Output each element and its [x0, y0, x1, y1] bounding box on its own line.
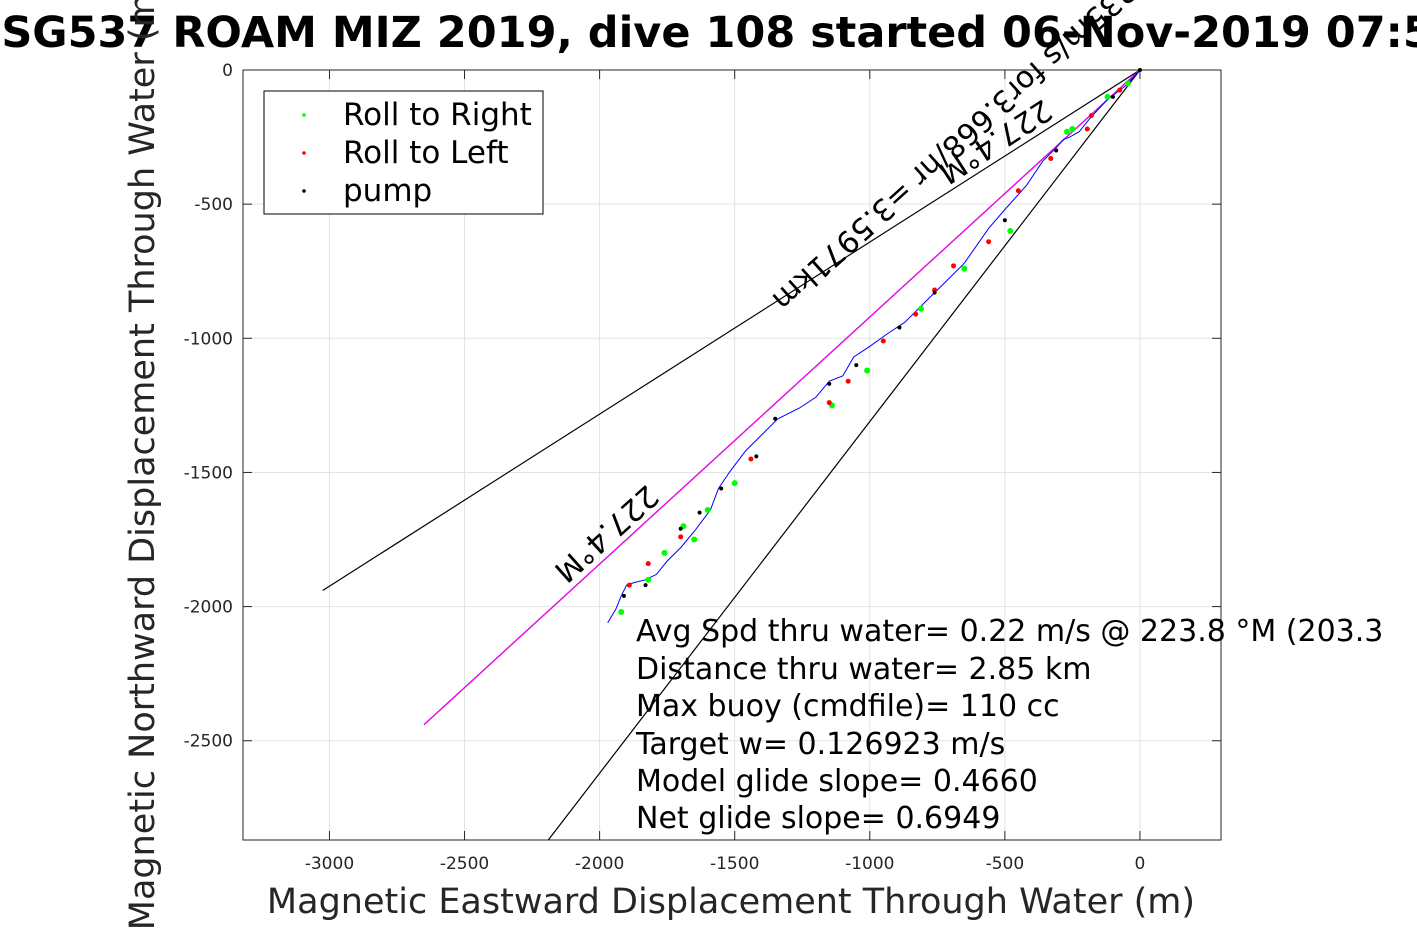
annotation-avg-speed: Avg Spd thru water= 0.22 m/s @ 223.8 °M …: [636, 614, 1383, 649]
x-axis-title: Magnetic Eastward Displacement Through W…: [267, 882, 1195, 922]
y-tick-label: -2500: [184, 732, 233, 752]
roll-right-point: [1064, 128, 1071, 135]
roll-right-point: [1007, 227, 1014, 234]
axis-ticks: -3000 -2500 -2000 -1500 -1000 -500 0 0 -500 -1000…: [184, 61, 1221, 874]
y-tick-label: -2000: [184, 598, 233, 618]
roll-right-point: [1104, 93, 1111, 100]
annotation-net-glide-slope: Net glide slope= 0.6949: [636, 801, 1000, 836]
glider-track-line: [607, 69, 1141, 623]
roll-right-point: [918, 305, 925, 312]
axes-box: [242, 69, 1222, 841]
legend-marker-pump: [302, 189, 306, 193]
pump-point: [1110, 94, 1115, 99]
y-tick-label: 0: [222, 61, 233, 81]
legend-label-roll-right: Roll to Right: [343, 97, 532, 133]
pump-point: [827, 381, 832, 386]
roll-left-point: [1084, 126, 1090, 132]
y-tick-label: -500: [194, 195, 233, 215]
roll-right-point: [661, 549, 668, 556]
roll-right-point: [864, 367, 871, 374]
annotation-target-w: Target w= 0.126923 m/s: [635, 727, 1005, 762]
pump-point: [854, 363, 859, 368]
roll-left-point: [880, 338, 886, 344]
legend-box: [263, 90, 544, 215]
roll-right-point: [691, 536, 698, 543]
chart-title: SG537 ROAM MIZ 2019, dive 108 started 06…: [1, 8, 1417, 58]
legend: Roll to Right Roll to Left pump: [263, 90, 544, 215]
pump-point: [1002, 218, 1007, 223]
roll-left-point: [645, 561, 651, 567]
reference-line-heading-envelope: [547, 69, 1141, 841]
roll-right-point: [1069, 126, 1076, 133]
roll-left-point: [986, 239, 992, 245]
x-tick-label: 0: [1135, 854, 1146, 874]
roll-left-point: [748, 456, 754, 462]
roll-right-point: [731, 480, 738, 487]
x-tick-label: -2000: [575, 854, 624, 874]
pump-point: [1137, 68, 1142, 72]
pump-point: [719, 486, 724, 491]
roll-right-point: [618, 608, 625, 615]
annotation-max-buoy: Max buoy (cmdfile)= 110 cc: [636, 689, 1060, 724]
roll-left-point: [1088, 113, 1094, 119]
roll-left-point: [1048, 156, 1054, 162]
annotation-distance: Distance thru water= 2.85 km: [636, 652, 1091, 687]
y-tick-label: -1500: [184, 463, 233, 483]
roll-left-point: [626, 582, 632, 588]
roll-right-point: [704, 507, 711, 513]
roll-right-point: [961, 265, 968, 272]
legend-marker-roll-right: [302, 113, 306, 117]
roll-left-point: [845, 378, 851, 384]
x-tick-label: -500: [986, 854, 1025, 874]
track-markers: [618, 68, 1142, 615]
pump-point: [697, 510, 702, 515]
roll-left-point: [951, 263, 957, 269]
pump-point: [621, 593, 626, 598]
y-axis-title: Magnetic Northward Displacement Through …: [123, 0, 163, 930]
roll-left-point: [678, 534, 684, 540]
rotated-label: 227.4°M: [547, 478, 665, 589]
roll-left-point: [1117, 87, 1123, 93]
stats-annotations: Avg Spd thru water= 0.22 m/s @ 223.8 °M …: [635, 614, 1383, 836]
pump-point: [1054, 148, 1059, 153]
reference-line-heading-envelope: [322, 69, 1141, 591]
legend-label-roll-left: Roll to Left: [343, 135, 509, 171]
pump-point: [897, 325, 902, 330]
pump-point: [678, 526, 683, 531]
x-tick-label: -1000: [845, 854, 894, 874]
reference-line-average-track-overlay: [423, 69, 1141, 726]
reference-lines: [322, 69, 1141, 841]
roll-left-point: [826, 400, 832, 406]
legend-label-pump: pump: [343, 173, 432, 209]
pump-point: [643, 583, 648, 588]
legend-marker-roll-left: [302, 151, 306, 155]
roll-right-point: [645, 576, 652, 583]
glider-track: [607, 69, 1141, 623]
x-tick-label: -2500: [440, 854, 489, 874]
pump-point: [754, 454, 759, 459]
roll-left-point: [1015, 188, 1021, 194]
grid: [243, 69, 1221, 840]
x-tick-label: -3000: [305, 854, 354, 874]
roll-left-point: [913, 311, 919, 317]
annotation-model-glide-slope: Model glide slope= 0.4660: [636, 764, 1038, 799]
pump-point: [932, 290, 937, 295]
y-tick-label: -1000: [184, 329, 233, 349]
pump-point: [773, 416, 778, 421]
x-tick-label: -1500: [710, 854, 759, 874]
roll-right-point: [1124, 80, 1131, 87]
